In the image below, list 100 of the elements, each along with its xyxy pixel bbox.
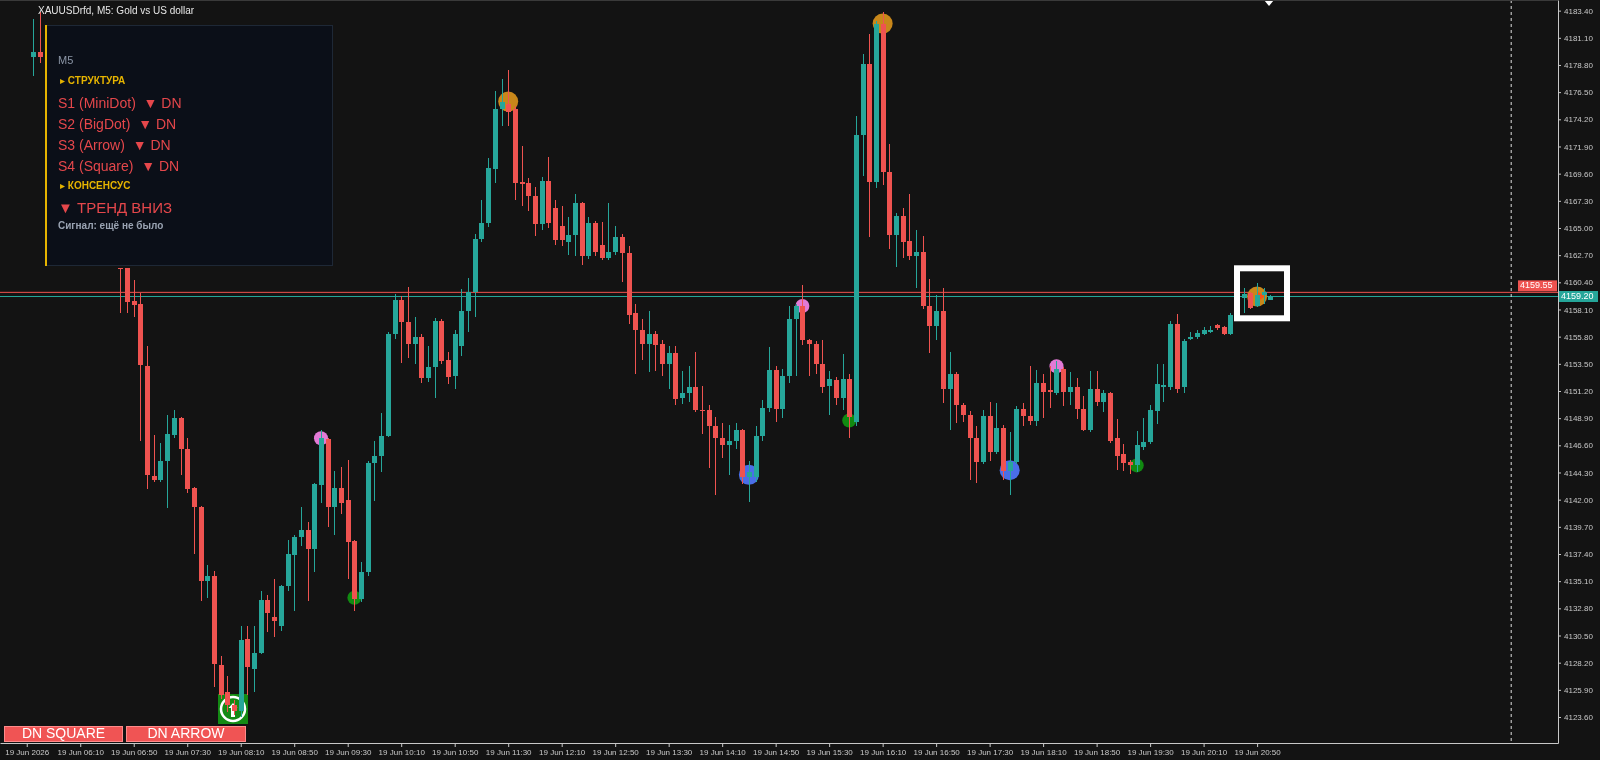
candlestick — [1075, 377, 1080, 420]
candlestick — [1255, 283, 1260, 308]
x-tick-label: 19 Jun 20:50 — [1234, 747, 1282, 757]
y-tick-label: 4167.30 — [1564, 196, 1594, 206]
y-tick-label: 4146.60 — [1564, 441, 1594, 451]
candlestick — [653, 330, 658, 372]
candlestick — [720, 422, 725, 459]
candlestick — [1028, 365, 1033, 426]
y-tick-label: 4169.60 — [1564, 169, 1594, 179]
candlestick — [1068, 371, 1073, 406]
y-tick-label: 4128.20 — [1564, 658, 1594, 668]
annotation: ▼ ТРЕНД ВНИЗ — [58, 198, 173, 216]
candlestick — [707, 404, 712, 469]
y-tick-label: 4171.90 — [1564, 142, 1594, 152]
candlestick — [332, 470, 337, 536]
candlestick — [647, 310, 652, 373]
candlestick — [613, 225, 618, 256]
x-tick-label: 19 Jun 16:10 — [860, 747, 907, 757]
candlestick — [606, 202, 611, 261]
candlestick — [693, 351, 698, 413]
candlestick — [479, 199, 484, 243]
candlestick — [172, 409, 177, 439]
y-tick-label: 4148.90 — [1564, 414, 1594, 424]
y-tick-label: 4135.10 — [1564, 577, 1594, 587]
candlestick — [660, 339, 665, 377]
annotation: S3 (Arrow) ▼ DN — [58, 136, 171, 153]
candlestick — [1095, 370, 1100, 407]
y-tick-label: 4130.50 — [1564, 631, 1594, 641]
x-tick-label: 19 Jun 20:10 — [1180, 747, 1228, 757]
candlestick — [252, 625, 257, 693]
x-tick-label: 19 Jun 13:30 — [646, 747, 693, 757]
x-tick-label: 19 Jun 16:50 — [913, 747, 961, 757]
candlestick — [446, 351, 451, 385]
candlestick — [667, 345, 672, 390]
candlestick — [713, 416, 718, 496]
y-tick-label: 4144.30 — [1564, 468, 1594, 478]
candlestick — [265, 594, 270, 633]
candlestick — [192, 486, 197, 555]
candlestick — [426, 345, 431, 383]
candlestick — [961, 402, 966, 423]
candlestick — [968, 410, 973, 481]
candlestick — [1021, 402, 1026, 427]
candlestick — [894, 212, 899, 268]
annotation: M5 — [58, 53, 74, 66]
x-tick-label: 19 Jun 12:50 — [592, 747, 640, 757]
annotation: S4 (Square) ▼ DN — [58, 157, 180, 174]
candlestick — [834, 376, 839, 406]
candlestick — [687, 365, 692, 403]
x-tick-label: 19 Jun 18:10 — [1020, 747, 1068, 757]
ref-line-label: 4159.55 — [1520, 280, 1553, 291]
candlestick — [1041, 373, 1046, 419]
y-tick-label: 4123.60 — [1564, 713, 1594, 723]
annotation: DN ARROW — [147, 725, 226, 742]
candlestick — [747, 460, 752, 503]
y-tick-label: 4142.00 — [1564, 495, 1594, 505]
x-tick-label: 19 Jun 09:30 — [325, 747, 372, 757]
y-tick-label: 4160.40 — [1564, 278, 1594, 288]
y-tick-label: 4162.70 — [1564, 251, 1594, 261]
candlestick — [680, 370, 685, 405]
x-tick-label: 19 Jun 15:30 — [806, 747, 854, 757]
candlestick — [152, 434, 157, 483]
y-tick-label: 4125.90 — [1564, 685, 1594, 695]
candlestick — [205, 564, 210, 599]
x-tick-label: 19 Jun 10:50 — [432, 747, 479, 757]
candlestick — [794, 303, 799, 377]
y-tick-label: 4178.80 — [1564, 61, 1594, 71]
x-tick-label: 19 Jun 07:30 — [164, 747, 212, 757]
y-tick-label: 4153.50 — [1564, 359, 1594, 369]
x-tick-label: 19 Jun 12:10 — [539, 747, 586, 757]
candlestick — [841, 353, 846, 411]
x-tick-label: 19 Jun 11:30 — [485, 747, 533, 757]
y-tick-label: 4132.80 — [1564, 604, 1594, 614]
x-tick-label: 19 Jun 18:50 — [1073, 747, 1121, 757]
candlestick — [1101, 389, 1106, 413]
candlestick — [1228, 312, 1233, 336]
y-tick-label: 4165.00 — [1564, 224, 1594, 234]
x-tick-label: 19 Jun 14:10 — [699, 747, 747, 757]
candlestick — [506, 69, 511, 127]
candlestick — [814, 340, 819, 375]
x-tick-label: 19 Jun 06:50 — [111, 747, 158, 757]
candlestick — [620, 233, 625, 283]
annotation: Сигнал: ещё не было — [58, 219, 164, 231]
annotation: S2 (BigDot) ▼ DN — [58, 115, 177, 132]
candlestick — [734, 422, 739, 450]
candlestick — [339, 466, 344, 515]
candlestick — [1008, 431, 1013, 496]
annotation: ▸ КОНСЕНСУС — [60, 179, 131, 191]
chart-title: XAUUSDrfd, M5: Gold vs US dollar — [38, 4, 195, 16]
annotation: ▸ СТРУКТУРА — [60, 74, 126, 86]
candlestick — [827, 370, 832, 416]
y-tick-label: 4174.20 — [1564, 115, 1594, 125]
y-tick-label: 4151.20 — [1564, 387, 1594, 397]
candlestick — [31, 18, 36, 77]
candlestick — [306, 521, 311, 602]
candlestick — [299, 506, 304, 547]
candlestick — [1081, 395, 1086, 432]
candlestick — [974, 425, 979, 484]
candlestick — [948, 351, 953, 431]
annotation: S1 (MiniDot) ▼ DN — [58, 94, 182, 111]
y-tick-label: 4181.10 — [1564, 33, 1594, 43]
